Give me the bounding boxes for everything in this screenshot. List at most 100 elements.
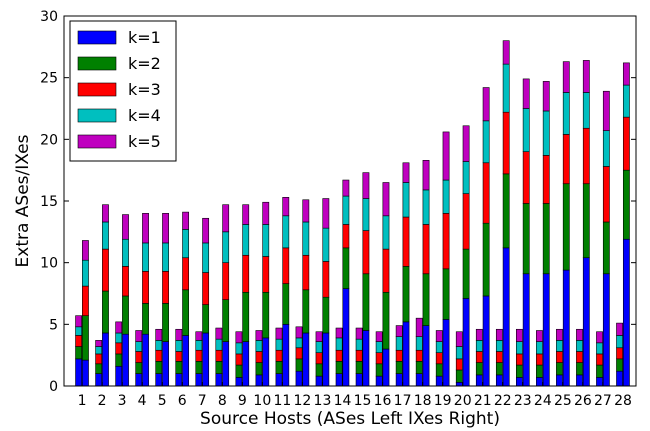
bar-segment-host-22-ases-k1 [495,374,503,387]
bar-segment-host-3-ases-k5 [115,321,123,334]
bar-segment-host-18-ases-k4 [415,336,423,351]
x-tick-label: 27 [594,393,612,409]
bar-segment-host-22-ixes-k3 [502,111,510,175]
x-tick-label: 6 [178,393,187,409]
bar-segment-host-5-ixes-k5 [162,213,169,244]
bar-segment-host-19-ixes-k3 [442,213,450,270]
bar-segment-host-21-ases-k2 [475,362,483,376]
bar-segment-host-28-ixes-k3 [622,116,630,171]
bar-segment-host-11-ases-k3 [275,349,283,362]
bars-layer [75,40,630,387]
bar-segment-host-3-ases-k1 [115,365,123,387]
bar-segment-host-13-ixes-k5 [322,198,330,229]
bar-segment-host-1-ixes-k3 [82,285,89,317]
bar-segment-host-13-ixes-k1 [322,332,330,387]
x-tick-label: 14 [334,393,352,409]
bar-segment-host-6-ases-k3 [175,351,183,362]
bar-segment-host-28-ases-k3 [616,347,623,360]
bar-segment-host-16-ixes-k2 [382,291,390,350]
bar-segment-host-26-ixes-k2 [582,183,590,259]
bar-segment-host-6-ixes-k1 [182,335,190,387]
bar-segment-host-12-ixes-k3 [302,254,310,291]
bar-segment-host-2-ases-k4 [95,346,103,355]
bar-segment-host-9-ixes-k2 [242,291,250,342]
bar-segment-host-3-ases-k2 [115,353,123,367]
bar-segment-host-27-ixes-k1 [602,273,610,387]
bar-segment-host-2-ases-k3 [95,353,103,365]
x-tick-label: 18 [414,393,432,409]
bar-segment-host-12-ixes-k5 [302,199,310,223]
bar-segment-host-22-ases-k4 [495,340,503,352]
bar-segment-host-18-ases-k2 [415,361,423,374]
bar-segment-host-21-ixes-k5 [482,87,490,122]
bar-segment-host-19-ixes-k2 [442,268,450,320]
bar-segment-host-1-ixes-k5 [82,240,89,261]
bar-segment-host-21-ixes-k3 [482,162,490,224]
x-tick-label: 16 [374,393,392,409]
bar-segment-host-27-ixes-k3 [602,166,610,223]
bar-segment-host-23-ixes-k3 [522,151,530,204]
bar-segment-host-8-ixes-k3 [222,262,230,300]
bar-segment-host-11-ixes-k4 [282,215,290,249]
bar-segment-host-7-ixes-k4 [202,242,210,273]
x-tick-label: 12 [294,393,312,409]
bar-segment-host-19-ixes-k4 [442,179,450,214]
bar-segment-host-17-ixes-k2 [402,266,410,323]
bar-segment-host-13-ases-k2 [315,363,323,377]
x-tick-label: 9 [238,393,247,409]
bar-segment-host-2-ixes-k5 [102,204,109,223]
legend: k=1 k=2 k=3 k=4 k=5 [69,20,177,162]
bar-segment-host-5-ixes-k1 [162,341,169,387]
bar-segment-host-20-ixes-k4 [462,161,470,194]
bar-segment-host-27-ases-k5 [596,331,603,344]
bar-segment-host-21-ases-k4 [475,340,483,352]
bar-segment-host-1-ases-k2 [75,346,83,360]
x-tick-label: 7 [198,393,207,409]
bar-segment-host-15-ases-k3 [355,349,363,362]
bar-segment-host-23-ases-k4 [515,341,523,355]
bar-segment-host-22-ases-k2 [495,362,503,376]
bar-segment-host-22-ixes-k2 [502,173,510,249]
bar-segment-host-2-ixes-k4 [102,221,109,250]
bar-segment-host-3-ixes-k1 [122,333,129,387]
bar-segment-host-14-ixes-k4 [342,195,350,225]
bar-segment-host-21-ixes-k2 [482,222,490,297]
bar-segment-host-8-ixes-k5 [222,204,230,233]
bar-segment-host-8-ases-k1 [215,373,223,387]
bar-segment-host-20-ases-k5 [455,331,463,347]
bar-segment-host-27-ixes-k2 [602,221,610,275]
bar-segment-host-3-ases-k3 [115,342,123,355]
bar-segment-host-14-ixes-k3 [342,224,350,249]
bar-segment-host-15-ixes-k2 [362,273,370,331]
bar-segment-host-18-ixes-k5 [422,160,430,191]
x-tick-label: 1 [78,393,87,409]
bar-segment-host-13-ixes-k2 [322,296,330,334]
bar-segment-host-26-ases-k4 [576,340,583,352]
bar-segment-host-26-ixes-k4 [582,92,590,129]
bar-segment-host-10-ixes-k4 [262,224,270,257]
bar-segment-host-19-ixes-k1 [442,319,450,387]
bar-segment-host-9-ases-k5 [235,331,243,344]
bar-segment-host-25-ixes-k2 [562,183,570,271]
x-tick-label: 22 [494,393,512,409]
bar-segment-host-23-ases-k3 [515,353,523,366]
bar-segment-host-22-ixes-k5 [502,40,510,65]
bar-segment-host-20-ases-k4 [455,346,463,360]
x-tick-label: 5 [158,393,167,409]
bar-segment-host-4-ases-k1 [135,373,143,387]
bar-segment-host-19-ases-k4 [435,341,443,354]
bar-segment-host-10-ases-k5 [255,330,263,341]
bar-segment-host-3-ixes-k2 [122,295,129,335]
bar-segment-host-5-ases-k1 [155,373,163,387]
bar-segment-host-7-ases-k3 [195,349,203,362]
bar-segment-host-22-ixes-k1 [502,247,510,387]
bar-segment-host-16-ases-k4 [375,341,383,354]
bar-segment-host-1-ases-k1 [75,358,83,387]
bar-segment-host-26-ases-k5 [576,328,583,341]
bar-segment-host-15-ases-k5 [355,327,363,340]
bar-segment-host-18-ases-k3 [415,349,423,362]
bar-segment-host-9-ases-k2 [235,364,243,378]
bar-segment-host-26-ixes-k3 [582,127,590,185]
legend-label-k5: k=5 [128,132,161,151]
bar-segment-host-27-ases-k1 [596,377,603,387]
